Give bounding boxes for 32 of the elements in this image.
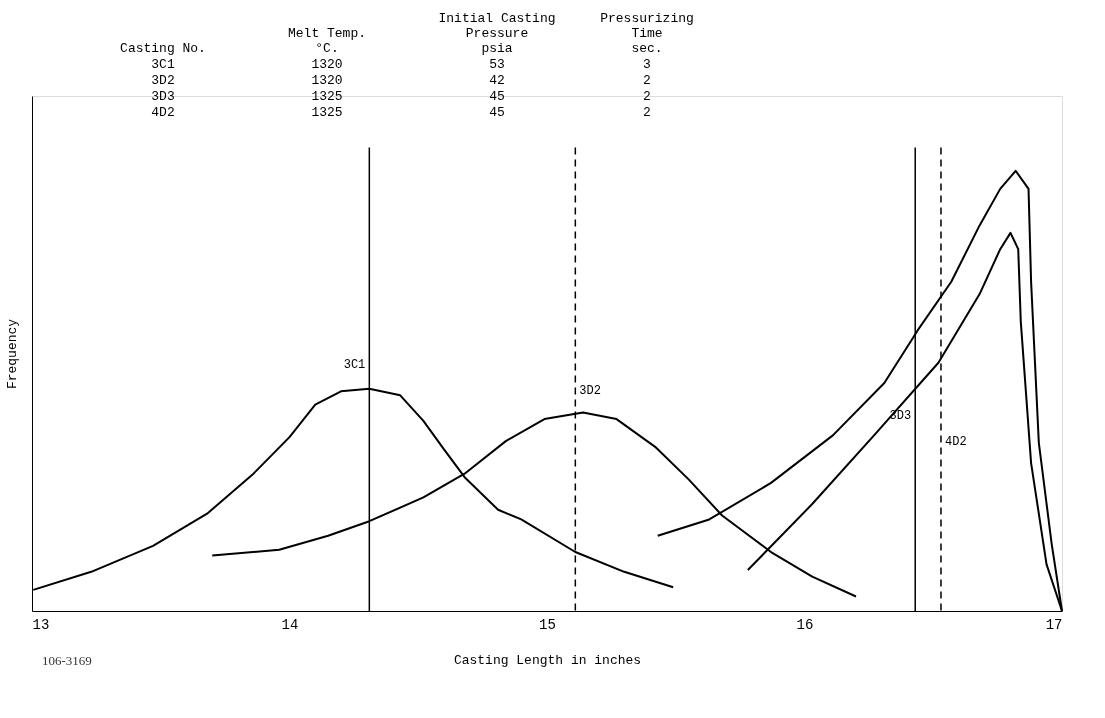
ref-line-label: 3D3 [889, 409, 912, 424]
text: 1325 [311, 105, 343, 120]
text: 3 [643, 57, 651, 72]
text: 1325 [311, 89, 343, 104]
text: 1320 [311, 73, 343, 88]
text: 3C1 [151, 57, 175, 72]
text: Initial Casting Pressure psia [438, 11, 556, 56]
text: 106-3169 [42, 653, 92, 668]
text: Casting No. [120, 41, 206, 56]
text: 2 [643, 105, 651, 120]
text: Pressurizing Time sec. [600, 11, 694, 56]
x-axis-title: Casting Length in inches [453, 652, 642, 668]
text: 45 [489, 89, 505, 104]
text: 45 [489, 105, 505, 120]
ref-line-label: 3C1 [343, 357, 366, 372]
text: 3D3 [151, 89, 175, 104]
text: 4D2 [151, 105, 175, 120]
text: 2 [643, 73, 651, 88]
x-tick-label: 15 [539, 616, 556, 633]
x-tick-label: 16 [796, 616, 814, 633]
text: 2 [643, 89, 651, 104]
text: 3D2 [151, 73, 175, 88]
text: 42 [489, 73, 505, 88]
x-tick-label: 14 [281, 616, 299, 633]
ref-line-label: 3D2 [579, 383, 601, 398]
text: Melt Temp. °C. [287, 26, 367, 56]
ref-line-label: 4D2 [944, 435, 967, 450]
x-tick-label: 17 [1045, 616, 1063, 633]
text: 53 [489, 57, 505, 72]
text: 1320 [311, 57, 343, 72]
y-axis-title: Frequency [4, 318, 20, 390]
x-tick-label: 13 [32, 616, 50, 633]
